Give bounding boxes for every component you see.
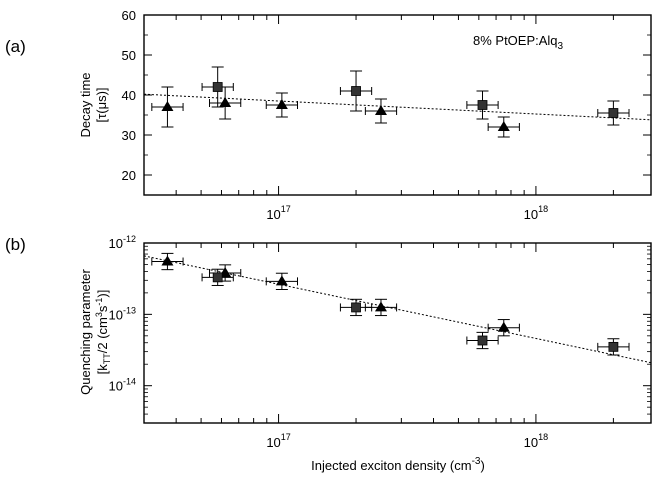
- panel-b-ylabel-line2: [kTT/2 (cm3s-1)]: [94, 290, 112, 375]
- panel-a-label: (a): [5, 37, 26, 56]
- panel-b-ylabel-line1: Quenching parameter: [78, 268, 93, 394]
- panel-b-label: (b): [5, 235, 26, 254]
- data-point-triangle: [151, 86, 184, 128]
- data-point-square: [201, 268, 234, 286]
- panel-a-frame: [143, 14, 652, 196]
- data-point-triangle: [265, 272, 298, 290]
- panel-a-ylabel-line2: [τ(μs)]: [94, 87, 109, 122]
- y-tick-label: 10-14: [109, 377, 136, 394]
- panel-a-ylabel-line1: Decay time: [78, 72, 93, 137]
- data-point-square: [597, 100, 630, 126]
- data-point-triangle: [487, 319, 520, 337]
- y-tick-label: 10-13: [109, 305, 136, 322]
- data-point-square: [201, 66, 234, 108]
- data-point-triangle: [487, 116, 520, 138]
- x-tick-label: 1018: [524, 432, 548, 450]
- y-tick-label: 20: [122, 168, 136, 183]
- data-point-square: [466, 90, 499, 120]
- x-tick-label: 1017: [266, 432, 290, 450]
- y-tick-label: 40: [122, 88, 136, 103]
- y-tick-label: 50: [122, 48, 136, 63]
- y-tick-label: 30: [122, 128, 136, 143]
- y-tick-label: 10-12: [109, 234, 136, 251]
- panel-b-fit-line: [143, 255, 652, 364]
- panel-a-fit-line: [143, 93, 652, 121]
- data-point-triangle: [151, 252, 184, 271]
- data-point-square: [466, 331, 499, 350]
- panel-b: (b) Quenching parameter [kTT/2 (cm3s-1)]…: [5, 234, 652, 473]
- panel-a-annotation: 8% PtOEP:Alq3: [473, 33, 564, 52]
- data-point-triangle: [364, 98, 398, 124]
- panel-a: (a) Decay time [τ(μs)] 8% PtOEP:Alq3 20 3…: [5, 8, 652, 222]
- x-tick-label: 1018: [524, 204, 548, 222]
- y-tick-label: 60: [122, 8, 136, 23]
- x-tick-label: 1017: [266, 204, 290, 222]
- data-point-triangle: [265, 92, 298, 118]
- panel-b-frame: [143, 242, 652, 424]
- panel-b-xlabel: Injected exciton density (cm-3): [311, 456, 485, 473]
- data-point-square: [339, 298, 373, 317]
- data-point-square: [339, 70, 373, 112]
- data-point-square: [597, 338, 630, 356]
